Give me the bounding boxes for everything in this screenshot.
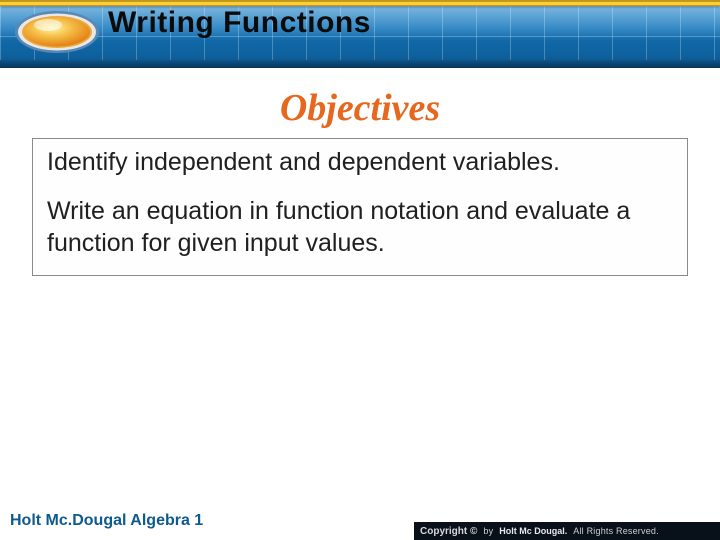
- objectives-box: Identify independent and dependent varia…: [32, 138, 688, 276]
- oval-logo-icon: [14, 10, 100, 54]
- copyright-bar: Copyright © by Holt Mc Dougal. All Right…: [414, 522, 720, 540]
- copyright-brand: Holt Mc Dougal.: [499, 526, 567, 536]
- header-banner: Writing Functions: [0, 0, 720, 68]
- objective-2: Write an equation in function notation a…: [47, 196, 673, 259]
- header-shadow: [0, 58, 720, 68]
- subtitle-heading: Objectives: [0, 86, 720, 130]
- copyright-symbol: Copyright ©: [420, 526, 477, 537]
- publisher-label: Holt Mc.Dougal Algebra 1: [10, 512, 203, 530]
- copyright-by: by: [483, 526, 493, 536]
- objective-1: Identify independent and dependent varia…: [47, 147, 673, 178]
- slide-title: Writing Functions: [108, 6, 371, 40]
- copyright-rights: All Rights Reserved.: [573, 526, 659, 536]
